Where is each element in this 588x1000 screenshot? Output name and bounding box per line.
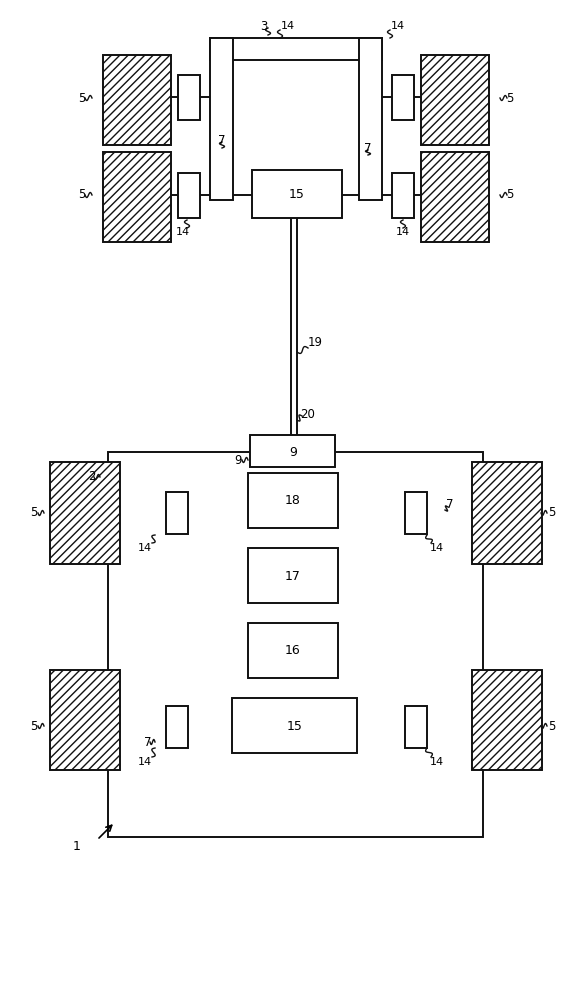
- Bar: [166, 492, 188, 534]
- Text: 7: 7: [218, 133, 226, 146]
- Text: 7: 7: [446, 498, 454, 512]
- Text: 5: 5: [78, 92, 86, 104]
- Text: 5: 5: [549, 720, 556, 732]
- Bar: [392, 75, 414, 120]
- Text: 14: 14: [138, 543, 152, 553]
- Bar: [166, 706, 188, 748]
- Text: 5: 5: [78, 188, 86, 202]
- Text: 14: 14: [138, 757, 152, 767]
- Text: 19: 19: [308, 336, 322, 349]
- Text: 3: 3: [260, 20, 268, 33]
- Bar: [178, 173, 200, 218]
- Text: 2: 2: [88, 471, 96, 484]
- Text: 15: 15: [289, 188, 305, 200]
- Text: 16: 16: [285, 645, 301, 658]
- Bar: [178, 75, 200, 120]
- Bar: [392, 173, 414, 218]
- Bar: [210, 38, 382, 60]
- Text: 14: 14: [430, 543, 444, 553]
- Bar: [421, 55, 489, 145]
- Bar: [405, 492, 427, 534]
- Text: 5: 5: [31, 720, 38, 732]
- Text: 14: 14: [430, 757, 444, 767]
- Bar: [472, 670, 542, 770]
- Text: 17: 17: [285, 570, 301, 582]
- Bar: [232, 698, 357, 753]
- Text: 18: 18: [285, 494, 301, 508]
- Text: 5: 5: [506, 188, 514, 202]
- Text: 1: 1: [73, 840, 81, 854]
- Text: 15: 15: [287, 720, 303, 732]
- Bar: [103, 55, 171, 145]
- Bar: [421, 152, 489, 242]
- Bar: [210, 38, 233, 200]
- Text: 7: 7: [364, 141, 372, 154]
- Bar: [359, 38, 382, 200]
- Bar: [50, 462, 120, 564]
- Text: 9: 9: [234, 454, 242, 466]
- Text: 7: 7: [144, 736, 152, 748]
- Bar: [250, 435, 335, 467]
- Bar: [248, 623, 338, 678]
- Text: 5: 5: [506, 92, 514, 104]
- Bar: [50, 670, 120, 770]
- Bar: [103, 152, 171, 242]
- Text: 14: 14: [176, 227, 190, 237]
- Bar: [405, 706, 427, 748]
- Text: 5: 5: [549, 506, 556, 520]
- Text: 5: 5: [31, 506, 38, 520]
- Bar: [248, 473, 338, 528]
- Text: 20: 20: [300, 408, 315, 420]
- Bar: [248, 548, 338, 603]
- Bar: [252, 170, 342, 218]
- Text: 14: 14: [391, 21, 405, 31]
- Text: 9: 9: [289, 446, 297, 458]
- Text: 14: 14: [281, 21, 295, 31]
- Bar: [472, 462, 542, 564]
- Text: 14: 14: [396, 227, 410, 237]
- Bar: [108, 452, 483, 837]
